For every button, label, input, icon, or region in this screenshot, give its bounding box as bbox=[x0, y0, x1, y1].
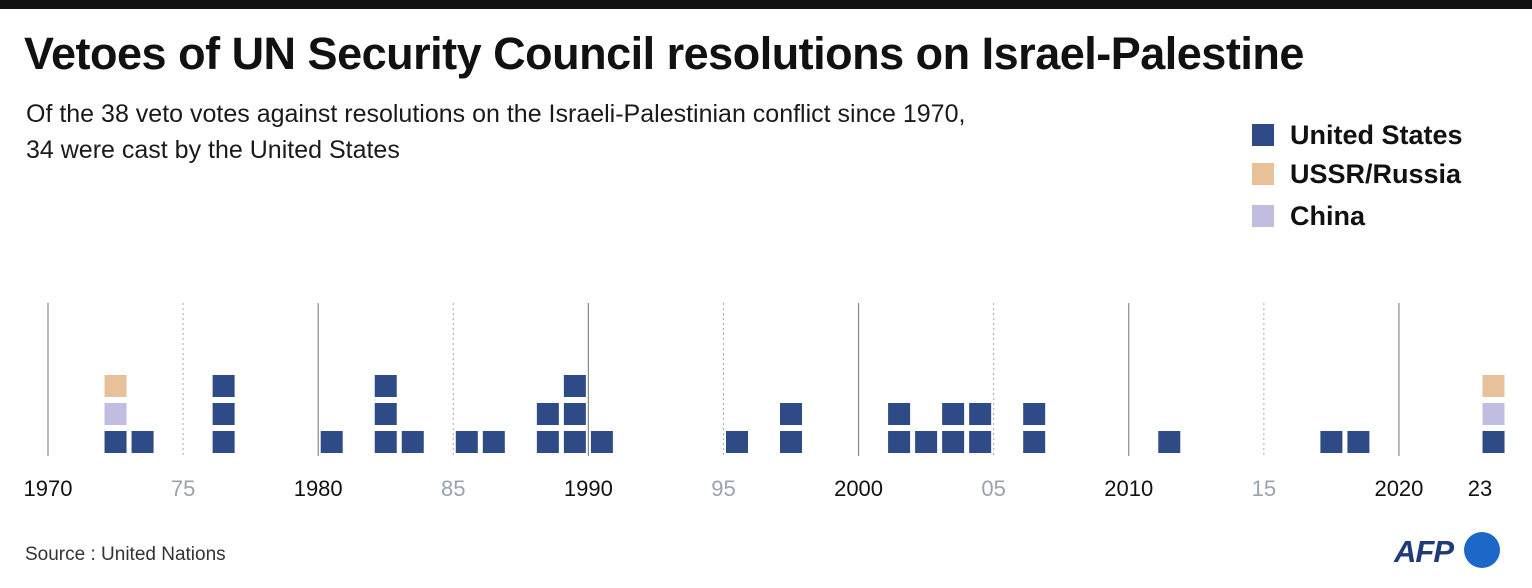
veto-square-1982-2-united-states bbox=[374, 403, 397, 425]
legend-swatch-china bbox=[1252, 205, 1274, 227]
tick-label-1975: 75 bbox=[171, 476, 195, 501]
veto-square-1972-1-united-states bbox=[104, 431, 127, 453]
veto-square-1989-1-united-states bbox=[563, 431, 586, 453]
chart-subtitle: Of the 38 veto votes against resolutions… bbox=[26, 96, 1176, 168]
legend-label-ussr-russia: USSR/Russia bbox=[1290, 158, 1462, 189]
veto-square-1972-3-ussr-russia bbox=[104, 375, 127, 397]
veto-square-2001-1-united-states bbox=[888, 431, 911, 453]
tick-label-2015: 15 bbox=[1252, 476, 1276, 501]
veto-square-1988-1-united-states bbox=[536, 431, 559, 453]
afp-logo-circle bbox=[1464, 532, 1500, 568]
veto-square-1995-1-united-states bbox=[725, 431, 748, 453]
veto-square-1980-1-united-states bbox=[320, 431, 343, 453]
veto-square-2004-2-united-states bbox=[969, 403, 992, 425]
veto-square-2018-1-united-states bbox=[1347, 431, 1370, 453]
veto-timeline-chart: 1970 75 1980 85 1990 95 2000 05 2010 15 2020 23 bbox=[24, 303, 1505, 501]
veto-square-1988-2-united-states bbox=[536, 403, 559, 425]
veto-square-1972-2-china bbox=[104, 403, 127, 425]
legend-item-china: China bbox=[1252, 196, 1365, 236]
tick-label-2000: 2000 bbox=[834, 476, 883, 501]
top-bar bbox=[0, 0, 1532, 9]
legend-swatch-ussr-russia bbox=[1252, 163, 1274, 185]
tick-label-2005: 05 bbox=[981, 476, 1005, 501]
legend-label-united-states: United States bbox=[1290, 119, 1463, 150]
veto-square-1983-1-united-states bbox=[401, 431, 424, 453]
legend-swatch-united-states bbox=[1252, 124, 1274, 146]
veto-square-1985-1-united-states bbox=[455, 431, 478, 453]
veto-square-2017-1-united-states bbox=[1320, 431, 1343, 453]
tick-label-2010: 2010 bbox=[1104, 476, 1153, 501]
tick-label-2023: 23 bbox=[1468, 476, 1492, 501]
veto-square-1976-3-united-states bbox=[212, 375, 235, 397]
veto-square-1973-1-united-states bbox=[131, 431, 154, 453]
tick-label-2020: 2020 bbox=[1374, 476, 1423, 501]
subtitle-line-2: 34 were cast by the United States bbox=[26, 136, 400, 164]
legend-label-china: China bbox=[1290, 200, 1366, 231]
tick-label-1990: 1990 bbox=[564, 476, 613, 501]
veto-square-1989-3-united-states bbox=[563, 375, 586, 397]
veto-square-1990-1-united-states bbox=[590, 431, 613, 453]
tick-label-1995: 95 bbox=[711, 476, 735, 501]
veto-square-1989-2-united-states bbox=[563, 403, 586, 425]
chart-title: Vetoes of UN Security Council resolution… bbox=[24, 28, 1304, 79]
afp-logo: AFP bbox=[1394, 530, 1506, 574]
veto-square-1997-2-united-states bbox=[780, 403, 803, 425]
legend-item-ussr-russia: USSR/Russia bbox=[1252, 154, 1461, 194]
veto-square-2006-2-united-states bbox=[1023, 403, 1046, 425]
veto-square-1982-1-united-states bbox=[374, 431, 397, 453]
veto-square-2001-2-united-states bbox=[888, 403, 911, 425]
veto-square-2011-1-united-states bbox=[1158, 431, 1181, 453]
tick-label-1985: 85 bbox=[441, 476, 465, 501]
afp-logo-text: AFP bbox=[1394, 534, 1454, 569]
tick-label-1980: 1980 bbox=[294, 476, 343, 501]
veto-square-2006-1-united-states bbox=[1023, 431, 1046, 453]
subtitle-line-1: Of the 38 veto votes against resolutions… bbox=[26, 100, 966, 128]
veto-square-2023-1-united-states bbox=[1482, 431, 1505, 453]
veto-square-2023-2-china bbox=[1482, 403, 1505, 425]
veto-square-2003-1-united-states bbox=[942, 431, 965, 453]
legend-item-united-states: United States bbox=[1252, 115, 1463, 155]
veto-square-1982-3-united-states bbox=[374, 375, 397, 397]
veto-square-2004-1-united-states bbox=[969, 431, 992, 453]
veto-square-2023-3-ussr-russia bbox=[1482, 375, 1505, 397]
veto-square-1976-1-united-states bbox=[212, 431, 235, 453]
veto-square-1986-1-united-states bbox=[482, 431, 505, 453]
source-note: Source : United Nations bbox=[25, 544, 226, 565]
tick-label-1970: 1970 bbox=[24, 476, 73, 501]
veto-square-2002-1-united-states bbox=[915, 431, 938, 453]
veto-square-2003-2-united-states bbox=[942, 403, 965, 425]
veto-square-1997-1-united-states bbox=[780, 431, 803, 453]
veto-square-1976-2-united-states bbox=[212, 403, 235, 425]
